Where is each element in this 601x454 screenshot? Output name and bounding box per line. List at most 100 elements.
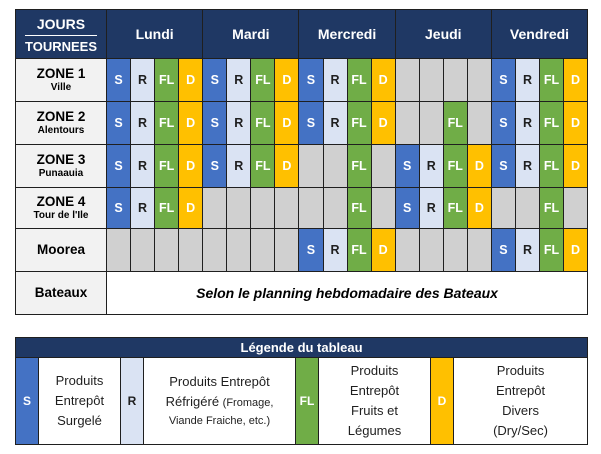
- empty-cell: [418, 58, 444, 102]
- delivery-cell-d: D: [274, 58, 300, 102]
- legend-line: Viande Fraiche, etc.): [168, 414, 271, 427]
- delivery-cell-r: R: [514, 58, 540, 102]
- delivery-cell-r: R: [130, 144, 156, 188]
- delivery-cell-r: R: [418, 187, 444, 229]
- zone-cell: ZONE 3 Punaauia: [15, 144, 107, 188]
- delivery-cell-fl: FL: [154, 187, 180, 229]
- delivery-cell-r: R: [514, 228, 540, 272]
- legend-items-row: S Produits Entrepôt Surgelé R Produits Entrep…: [15, 357, 589, 445]
- legend-swatch-s: S: [15, 357, 39, 445]
- delivery-cell-r: R: [130, 187, 156, 229]
- delivery-cell-fl: FL: [346, 228, 372, 272]
- delivery-cell-fl: FL: [442, 144, 468, 188]
- day-header-vendredi: Vendredi: [490, 9, 589, 59]
- legend-line: Divers: [502, 403, 539, 418]
- zone-cell: ZONE 4 Tour de l'Ile: [15, 187, 107, 229]
- delivery-cell-s: S: [105, 144, 132, 188]
- legend-swatch-d: D: [430, 357, 454, 445]
- empty-cell: [130, 228, 156, 272]
- empty-cell: [178, 228, 204, 272]
- empty-cell: [274, 187, 300, 229]
- empty-cell: [466, 58, 492, 102]
- day-header-mercredi: Mercredi: [298, 9, 396, 59]
- delivery-cell-d: D: [563, 144, 589, 188]
- boats-note: Selon le planning hebdomadaire des Batea…: [105, 271, 589, 315]
- delivery-cell-fl: FL: [538, 101, 565, 145]
- delivery-cell-s: S: [202, 144, 228, 188]
- delivery-cell-s: S: [394, 187, 420, 229]
- delivery-cell-fl: FL: [250, 58, 276, 102]
- delivery-cell-r: R: [514, 101, 540, 145]
- delivery-cell-d: D: [563, 228, 589, 272]
- empty-cell: [466, 228, 492, 272]
- schedule-row: ZONE 3 Punaauia S R FL D S R FL D FL S R FL D S R FL D: [15, 144, 589, 188]
- schedule-row: ZONE 2 Alentours S R FL D S R FL D S R FL D FL S R FL D: [15, 101, 589, 145]
- delivery-cell-d: D: [370, 58, 396, 102]
- empty-cell: [202, 187, 228, 229]
- delivery-cell-s: S: [298, 58, 324, 102]
- zone-name: ZONE 1: [36, 66, 86, 82]
- delivery-cell-d: D: [274, 101, 300, 145]
- delivery-cell-d: D: [466, 187, 492, 229]
- empty-cell: [514, 187, 540, 229]
- empty-cell: [298, 187, 324, 229]
- day-header-jeudi: Jeudi: [394, 9, 492, 59]
- empty-cell: [442, 228, 468, 272]
- delivery-cell-r: R: [226, 144, 252, 188]
- empty-cell: [442, 58, 468, 102]
- legend-swatch-r: R: [120, 357, 144, 445]
- empty-cell: [154, 228, 180, 272]
- legend-description: Produits Entrepôt Surgelé: [38, 357, 121, 445]
- delivery-cell-r: R: [226, 58, 252, 102]
- delivery-cell-fl: FL: [250, 144, 276, 188]
- delivery-cell-d: D: [370, 101, 396, 145]
- empty-cell: [394, 228, 420, 272]
- delivery-cell-d: D: [178, 144, 204, 188]
- empty-cell: [298, 144, 324, 188]
- delivery-cell-s: S: [298, 228, 324, 272]
- delivery-cell-r: R: [130, 58, 156, 102]
- legend-title: Légende du tableau: [14, 337, 589, 358]
- delivery-cell-fl: FL: [154, 144, 180, 188]
- legend-line: (Dry/Sec): [493, 423, 548, 439]
- zone-cell: ZONE 1 Ville: [15, 58, 107, 102]
- delivery-cell-s: S: [298, 101, 324, 145]
- delivery-cell-d: D: [466, 144, 492, 188]
- delivery-cell-d: D: [178, 187, 204, 229]
- boats-label: Bateaux: [34, 285, 88, 301]
- day-header-lundi: Lundi: [105, 9, 204, 59]
- delivery-cell-s: S: [490, 101, 516, 145]
- delivery-cell-s: S: [105, 187, 132, 229]
- legend-line: Produits Entrepôt: [169, 374, 270, 390]
- schedule-row: ZONE 1 Ville S R FL D S R FL D S R FL D S R FL D: [15, 58, 589, 102]
- legend-header-row: Légende du tableau: [14, 337, 589, 358]
- delivery-cell-fl: FL: [538, 187, 565, 229]
- tournees-label: Tournees: [25, 39, 97, 54]
- delivery-cell-fl: FL: [538, 144, 565, 188]
- boats-label-cell: Bateaux: [15, 271, 107, 315]
- delivery-cell-s: S: [490, 144, 516, 188]
- delivery-cell-d: D: [178, 101, 204, 145]
- delivery-cell-s: S: [202, 101, 228, 145]
- delivery-cell-r: R: [130, 101, 156, 145]
- zone-subtitle: Tour de l'Ile: [33, 210, 89, 221]
- jours-label: Jours: [25, 14, 97, 36]
- zone-cell: Moorea: [15, 228, 107, 272]
- delivery-cell-fl: FL: [154, 58, 180, 102]
- empty-cell: [322, 187, 348, 229]
- delivery-cell-r: R: [322, 101, 348, 145]
- delivery-cell-s: S: [105, 58, 132, 102]
- delivery-cell-s: S: [394, 144, 420, 188]
- legend-swatch-fl: FL: [295, 357, 319, 445]
- corner-header: Jours Tournees: [15, 9, 107, 59]
- empty-cell: [250, 228, 276, 272]
- delivery-cell-fl: FL: [154, 101, 180, 145]
- delivery-cell-fl: FL: [346, 187, 372, 229]
- delivery-schedule-table: Jours Tournees Lundi Mardi Mercredi Jeud…: [15, 9, 589, 315]
- zone-name: ZONE 3: [36, 152, 86, 168]
- empty-cell: [226, 187, 252, 229]
- delivery-cell-s: S: [202, 58, 228, 102]
- legend-description: Produits Entrepôt Divers (Dry/Sec): [452, 357, 589, 445]
- empty-cell: [370, 187, 396, 229]
- empty-cell: [418, 228, 444, 272]
